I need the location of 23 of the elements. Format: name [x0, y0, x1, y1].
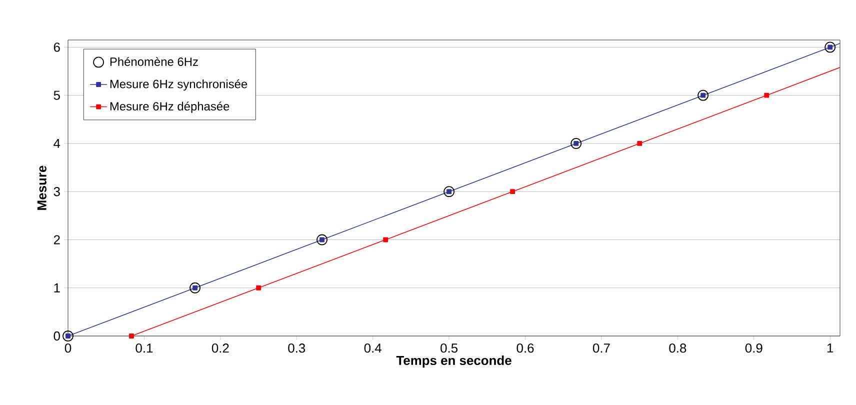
- legend-label: Mesure 6Hz synchronisée: [110, 79, 248, 91]
- legend-label: Mesure 6Hz déphasée: [110, 102, 230, 113]
- y-tick-label: 0: [54, 331, 60, 341]
- legend-label: Phénomène 6Hz: [110, 57, 198, 66]
- y-tick-label: 2: [54, 235, 60, 244]
- x-tick-label: 0.9: [745, 344, 762, 353]
- y-tick-label: 4: [54, 139, 60, 148]
- y-axis-title: Mesure: [37, 166, 46, 210]
- x-tick-label: 1: [827, 344, 834, 352]
- x-tick-label: 0.8: [669, 344, 686, 353]
- x-tick-label: 0.4: [364, 344, 382, 353]
- x-tick-label: 0.2: [212, 344, 229, 353]
- x-tick-label: 0.5: [440, 344, 458, 353]
- y-tick-label: 1: [54, 283, 60, 292]
- x-tick-label: 0.6: [516, 344, 534, 353]
- x-axis-title: Temps en seconde: [396, 356, 512, 368]
- x-tick-label: 0.3: [288, 344, 306, 353]
- x-tick-label: 0.1: [136, 344, 153, 353]
- y-tick-label: 3: [54, 187, 60, 196]
- y-tick-label: 6: [54, 42, 60, 52]
- x-tick-label: 0: [64, 344, 72, 353]
- y-tick-label: 5: [54, 90, 60, 100]
- x-tick-label: 0.7: [592, 344, 610, 353]
